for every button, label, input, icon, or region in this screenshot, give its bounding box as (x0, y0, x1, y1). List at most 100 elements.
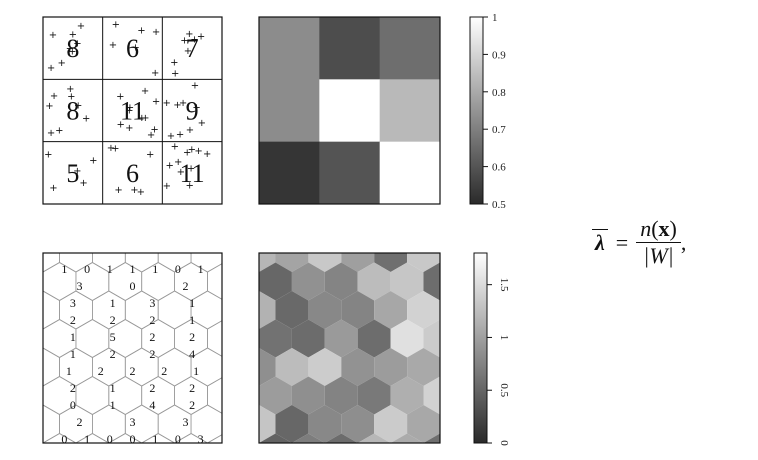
hex-intensity-cell (407, 253, 440, 272)
colorbar-tick-label: 0.5 (492, 199, 506, 211)
event-point: + (69, 29, 77, 40)
hex-intensity-cell (259, 319, 292, 358)
hex-grid (43, 234, 257, 443)
quadrat-count-label: 6 (126, 159, 139, 188)
hex-count-label: 3 (198, 432, 204, 446)
event-point: + (130, 185, 138, 196)
hex-intensity-cell (291, 433, 325, 443)
hex-count-label: 3 (70, 296, 76, 310)
hex-count-label: 1 (152, 432, 158, 446)
quadrat-intensity-cell (379, 79, 441, 143)
event-point: + (112, 20, 120, 31)
event-point: + (165, 160, 173, 171)
quadrat-count-label: 7 (186, 34, 199, 63)
event-point: + (191, 81, 199, 92)
hex-intensity-cell (423, 433, 440, 443)
hex-cell (190, 290, 222, 330)
hexagon-intensity-map (258, 252, 473, 444)
hex-intensity-cell (324, 319, 358, 358)
hex-intensity-cell (259, 405, 276, 443)
hex-intensity-cell (374, 348, 408, 386)
hex-intensity-cell (308, 291, 342, 329)
event-point: + (141, 86, 149, 97)
quadrat-frame (42, 16, 223, 205)
event-point: + (197, 32, 205, 43)
hex-intensity-cell (374, 291, 408, 329)
hex-count-label: 1 (107, 262, 113, 276)
hex-cell (59, 347, 93, 387)
event-point: + (151, 68, 159, 79)
hex-cell (75, 433, 110, 443)
hex-count-label: 2 (189, 330, 195, 344)
hex-count-label: 2 (189, 381, 195, 395)
event-point: + (162, 98, 170, 109)
hex-count-label: 1 (189, 313, 195, 327)
event-point: + (174, 157, 182, 168)
hex-intensity-cell (357, 319, 391, 358)
hex-intensity-cell (423, 376, 440, 415)
colorbar-tick-label: 0.9 (492, 49, 506, 61)
hex-count-label: 1 (193, 364, 199, 378)
event-point: + (109, 40, 117, 51)
event-point: + (55, 126, 63, 137)
hex-intensity-cell (357, 433, 391, 443)
hex-intensity-cell (374, 405, 408, 443)
event-point: + (50, 91, 58, 102)
event-point: + (79, 178, 87, 189)
hex-count-label: 2 (149, 381, 155, 395)
event-point: + (187, 163, 195, 174)
quadrat-map-frame (258, 16, 441, 205)
quadrat-count-label: 8 (66, 34, 79, 63)
event-point: + (89, 156, 97, 167)
hex-cell (224, 234, 257, 272)
colorbar-tick-label: 1 (492, 12, 498, 24)
hex-intensity-cell (259, 348, 276, 386)
hex-intensity-cell (291, 319, 325, 358)
hex-count-label: 1 (70, 330, 76, 344)
event-point: + (171, 69, 179, 80)
hex-count-label: 1 (198, 262, 204, 276)
hex-cell (59, 290, 93, 330)
event-point: + (167, 131, 175, 142)
hex-cell (43, 433, 77, 443)
quadrat-intensity-cell (379, 17, 441, 80)
event-point: + (150, 124, 158, 135)
quadrat-intensity-cell (379, 141, 441, 205)
event-point: + (152, 27, 160, 38)
event-point: + (58, 58, 66, 69)
event-point: + (68, 46, 76, 57)
lambda-bar: λ (592, 229, 608, 256)
hex-cell (224, 348, 257, 386)
hex-count-label: 4 (189, 347, 195, 361)
hex-count-label: 2 (110, 347, 116, 361)
hex-count-label: 2 (149, 347, 155, 361)
hex-count-label: 1 (130, 262, 136, 276)
hex-intensity-cell (423, 319, 440, 358)
hex-cell (75, 319, 110, 358)
hex-intensity-cell (390, 319, 424, 358)
colorbar-tick-label: 0.8 (492, 87, 506, 99)
quadrat-intensity-cell (319, 79, 381, 143)
quadrat-count-label: 11 (180, 159, 205, 188)
event-point: + (73, 166, 81, 177)
hex-intensity-cell (308, 405, 342, 443)
event-point: + (190, 34, 198, 45)
event-point: + (185, 180, 193, 191)
hex-intensity-cell (440, 291, 473, 329)
hex-intensity-cell (357, 376, 391, 415)
hex-count-label: 1 (110, 398, 116, 412)
event-point: + (111, 144, 119, 155)
equals-sign: = (615, 229, 629, 255)
quadrat-intensity-map (258, 16, 441, 205)
hex-count-label: 5 (110, 330, 116, 344)
hex-count-label: 2 (183, 279, 189, 293)
intensity-formula: λ = n(x) |W| , (592, 218, 686, 267)
quadrat-count-label: 8 (66, 97, 79, 126)
event-point: + (45, 101, 53, 112)
colorbar-bottom: 1.5 1 0.5 0 (473, 252, 510, 446)
event-point: + (194, 146, 202, 157)
hex-intensity-cell (341, 253, 375, 272)
event-point: + (66, 44, 74, 55)
colorbar-bar (473, 252, 488, 444)
event-point: + (49, 183, 57, 194)
